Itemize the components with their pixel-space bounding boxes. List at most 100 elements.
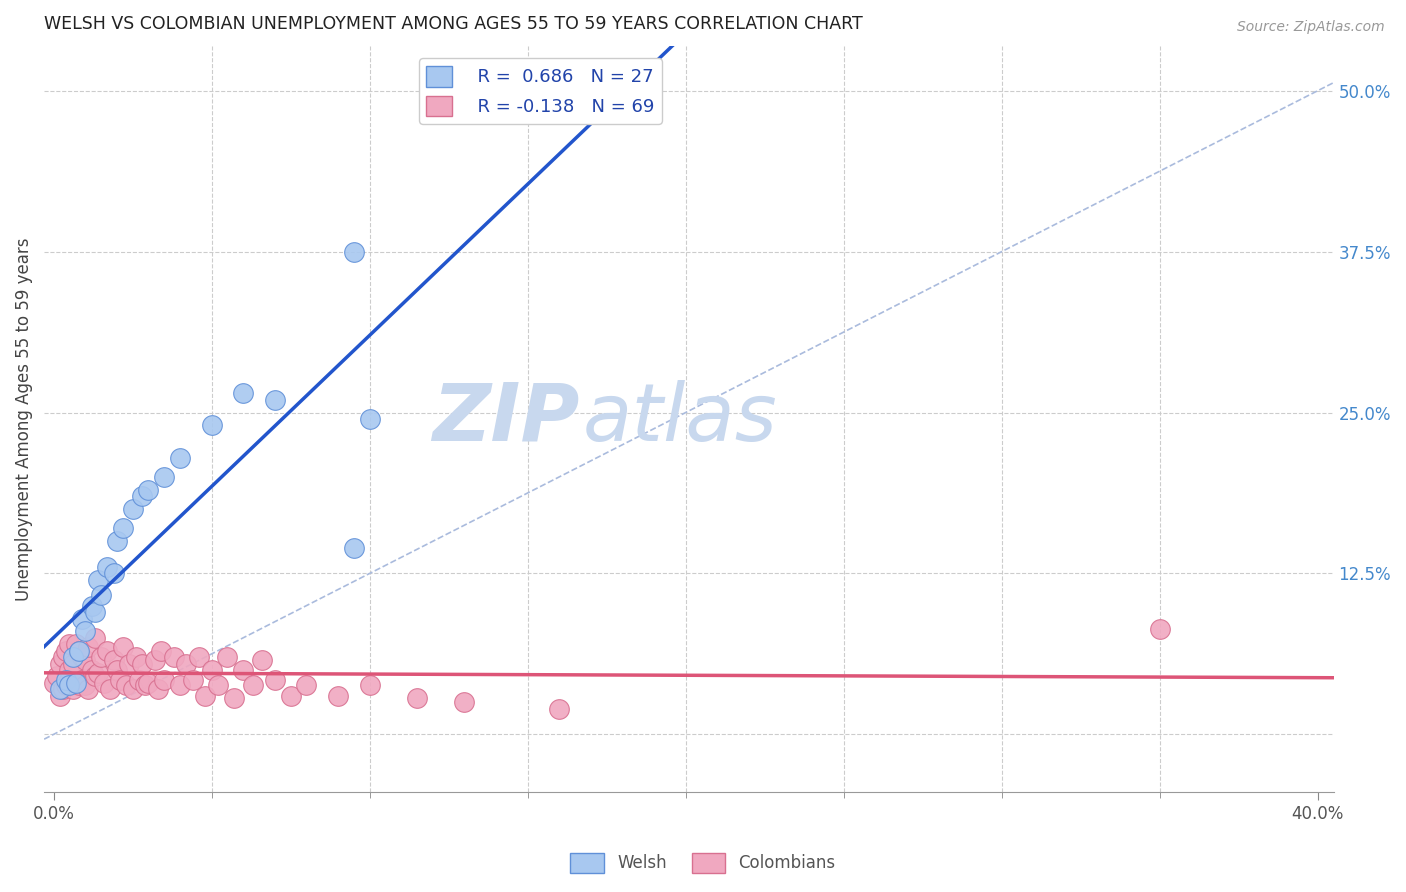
- Point: [75, 653, 97, 667]
- Point: [103, 653, 125, 667]
- Point: [67, 643, 90, 657]
- Point: [153, 673, 176, 688]
- Point: [134, 678, 156, 692]
- Point: [232, 386, 254, 401]
- Point: [108, 673, 131, 688]
- Point: [217, 650, 239, 665]
- Point: [406, 691, 429, 706]
- Point: [118, 657, 141, 671]
- Point: [453, 695, 475, 709]
- Point: [58, 637, 80, 651]
- Point: [65, 676, 87, 690]
- Point: [70, 650, 93, 665]
- Point: [138, 483, 160, 497]
- Point: [58, 663, 80, 677]
- Point: [62, 650, 84, 665]
- Point: [207, 678, 229, 692]
- Point: [105, 663, 128, 677]
- Point: [49, 689, 72, 703]
- Point: [49, 682, 72, 697]
- Point: [326, 689, 349, 703]
- Text: Source: ZipAtlas.com: Source: ZipAtlas.com: [1237, 20, 1385, 34]
- Point: [80, 599, 103, 613]
- Point: [96, 643, 118, 657]
- Point: [75, 678, 97, 692]
- Point: [87, 665, 110, 680]
- Point: [83, 631, 105, 645]
- Point: [131, 489, 153, 503]
- Point: [103, 566, 125, 581]
- Point: [232, 663, 254, 677]
- Point: [55, 678, 77, 692]
- Point: [359, 412, 381, 426]
- Point: [105, 534, 128, 549]
- Point: [280, 689, 302, 703]
- Y-axis label: Unemployment Among Ages 55 to 59 years: Unemployment Among Ages 55 to 59 years: [15, 237, 32, 600]
- Point: [242, 678, 264, 692]
- Point: [45, 669, 67, 683]
- Point: [343, 541, 366, 555]
- Point: [263, 392, 285, 407]
- Point: [201, 663, 224, 677]
- Point: [83, 669, 105, 683]
- Point: [181, 673, 204, 688]
- Point: [128, 673, 150, 688]
- Point: [222, 691, 245, 706]
- Point: [65, 676, 87, 690]
- Point: [146, 682, 169, 697]
- Point: [112, 521, 135, 535]
- Point: [96, 560, 118, 574]
- Point: [343, 244, 366, 259]
- Legend:   R =  0.686   N = 27,   R = -0.138   N = 69: R = 0.686 N = 27, R = -0.138 N = 69: [419, 59, 662, 124]
- Point: [77, 682, 100, 697]
- Point: [548, 701, 571, 715]
- Point: [55, 643, 77, 657]
- Point: [70, 611, 93, 625]
- Point: [121, 682, 143, 697]
- Point: [100, 682, 122, 697]
- Point: [65, 637, 87, 651]
- Point: [62, 657, 84, 671]
- Point: [67, 643, 90, 657]
- Point: [67, 678, 90, 692]
- Point: [153, 470, 176, 484]
- Point: [250, 653, 273, 667]
- Point: [169, 450, 191, 465]
- Point: [138, 676, 160, 690]
- Point: [90, 588, 112, 602]
- Point: [77, 640, 100, 654]
- Legend: Welsh, Colombians: Welsh, Colombians: [564, 847, 842, 880]
- Point: [194, 689, 217, 703]
- Point: [83, 605, 105, 619]
- Point: [42, 676, 65, 690]
- Point: [75, 624, 97, 639]
- Point: [115, 678, 138, 692]
- Point: [93, 676, 115, 690]
- Point: [55, 673, 77, 688]
- Point: [121, 502, 143, 516]
- Point: [169, 678, 191, 692]
- Point: [80, 663, 103, 677]
- Point: [52, 650, 75, 665]
- Point: [176, 657, 198, 671]
- Text: ZIP: ZIP: [432, 380, 579, 458]
- Point: [87, 573, 110, 587]
- Point: [1149, 622, 1171, 636]
- Point: [112, 640, 135, 654]
- Point: [90, 650, 112, 665]
- Point: [58, 678, 80, 692]
- Point: [62, 682, 84, 697]
- Point: [150, 643, 173, 657]
- Point: [70, 673, 93, 688]
- Point: [143, 653, 166, 667]
- Text: atlas: atlas: [583, 380, 778, 458]
- Point: [188, 650, 211, 665]
- Point: [263, 673, 285, 688]
- Point: [52, 682, 75, 697]
- Point: [201, 418, 224, 433]
- Text: WELSH VS COLOMBIAN UNEMPLOYMENT AMONG AGES 55 TO 59 YEARS CORRELATION CHART: WELSH VS COLOMBIAN UNEMPLOYMENT AMONG AG…: [44, 15, 863, 33]
- Point: [58, 673, 80, 688]
- Point: [125, 650, 148, 665]
- Point: [163, 650, 186, 665]
- Point: [49, 657, 72, 671]
